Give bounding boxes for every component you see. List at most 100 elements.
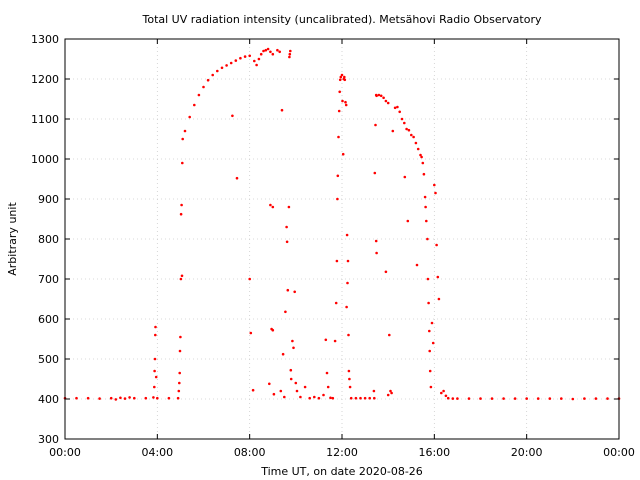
data-point [288, 52, 292, 56]
data-point [289, 368, 293, 372]
data-point [344, 103, 348, 107]
data-point [347, 333, 350, 337]
data-point [490, 397, 494, 400]
x-tick-label: 04:00 [141, 446, 173, 459]
data-point [234, 59, 238, 62]
data-point [206, 78, 210, 82]
data-point [284, 310, 287, 314]
data-point [276, 48, 279, 52]
data-point [391, 129, 395, 133]
y-tick-label: 500 [38, 353, 59, 366]
y-tick-label: 600 [38, 313, 59, 326]
data-point [414, 141, 418, 145]
data-point [262, 49, 265, 53]
data-point [456, 397, 459, 400]
data-point [295, 389, 299, 393]
data-point [235, 176, 239, 180]
data-point [384, 270, 388, 274]
data-point [340, 73, 344, 77]
data-point [560, 397, 563, 400]
data-point [451, 397, 455, 400]
y-axis-ticks: 300 400 500 600 700 800 900 1000 1100 1200 1300 [31, 33, 619, 446]
data-point [239, 56, 242, 60]
data-point [251, 388, 255, 392]
data-point [410, 133, 413, 137]
data-point [86, 396, 90, 400]
data-point [373, 396, 376, 400]
data-point [427, 301, 430, 305]
y-axis-title: Arbitrary unit [6, 202, 19, 276]
data-point [266, 47, 270, 51]
data-point [178, 371, 181, 375]
y-tick-label: 700 [38, 273, 59, 286]
data-point [243, 55, 247, 58]
data-point [343, 75, 346, 79]
data-point [379, 94, 383, 98]
data-point [335, 259, 339, 263]
data-point [343, 78, 347, 82]
data-point [339, 75, 343, 79]
data-point [269, 203, 272, 207]
data-point [594, 397, 598, 400]
data-point [548, 397, 552, 400]
data-point [285, 225, 288, 229]
data-point [269, 50, 272, 54]
data-point [178, 381, 181, 385]
data-points [63, 47, 621, 401]
data-point [154, 375, 158, 379]
data-point [377, 93, 381, 97]
data-point [419, 153, 422, 157]
data-point [193, 103, 196, 107]
data-point [303, 385, 307, 389]
data-point [374, 239, 378, 243]
data-point [435, 243, 438, 247]
data-point [291, 339, 294, 343]
data-point [571, 397, 575, 401]
data-point [259, 52, 263, 56]
data-point [329, 396, 332, 400]
data-point [338, 90, 342, 94]
data-point [119, 396, 122, 400]
y-tick-label: 800 [38, 233, 59, 246]
data-point [341, 99, 344, 103]
data-point [403, 121, 406, 125]
data-point [294, 381, 298, 385]
data-point [398, 110, 402, 114]
data-point [430, 321, 434, 325]
data-point [403, 175, 407, 179]
x-tick-label: 00:00 [603, 446, 635, 459]
data-point [325, 371, 329, 375]
data-point [406, 219, 410, 223]
data-point [405, 127, 408, 131]
data-point [98, 397, 101, 400]
data-point [347, 369, 351, 373]
data-point [345, 305, 348, 309]
data-point [446, 396, 450, 400]
data-point [373, 171, 377, 175]
data-point [153, 385, 156, 389]
data-point [422, 172, 426, 176]
data-point [144, 396, 148, 400]
data-point [390, 391, 393, 395]
data-point [231, 114, 234, 118]
data-point [292, 346, 295, 350]
data-point [179, 277, 183, 281]
data-point [336, 174, 340, 178]
x-tick-label: 20:00 [511, 446, 543, 459]
x-tick-label: 00:00 [49, 446, 81, 459]
data-point [479, 397, 482, 400]
data-point [375, 94, 378, 98]
y-tick-label: 400 [38, 393, 59, 406]
data-point [363, 396, 367, 400]
data-point [407, 128, 411, 132]
data-point [289, 49, 292, 53]
data-point [333, 339, 337, 343]
data-point [434, 191, 437, 195]
data-point [317, 396, 321, 400]
data-point [416, 147, 420, 151]
data-point [426, 237, 429, 241]
data-point [280, 108, 284, 112]
data-point [345, 233, 349, 237]
data-point [338, 78, 342, 82]
data-point [348, 377, 351, 381]
